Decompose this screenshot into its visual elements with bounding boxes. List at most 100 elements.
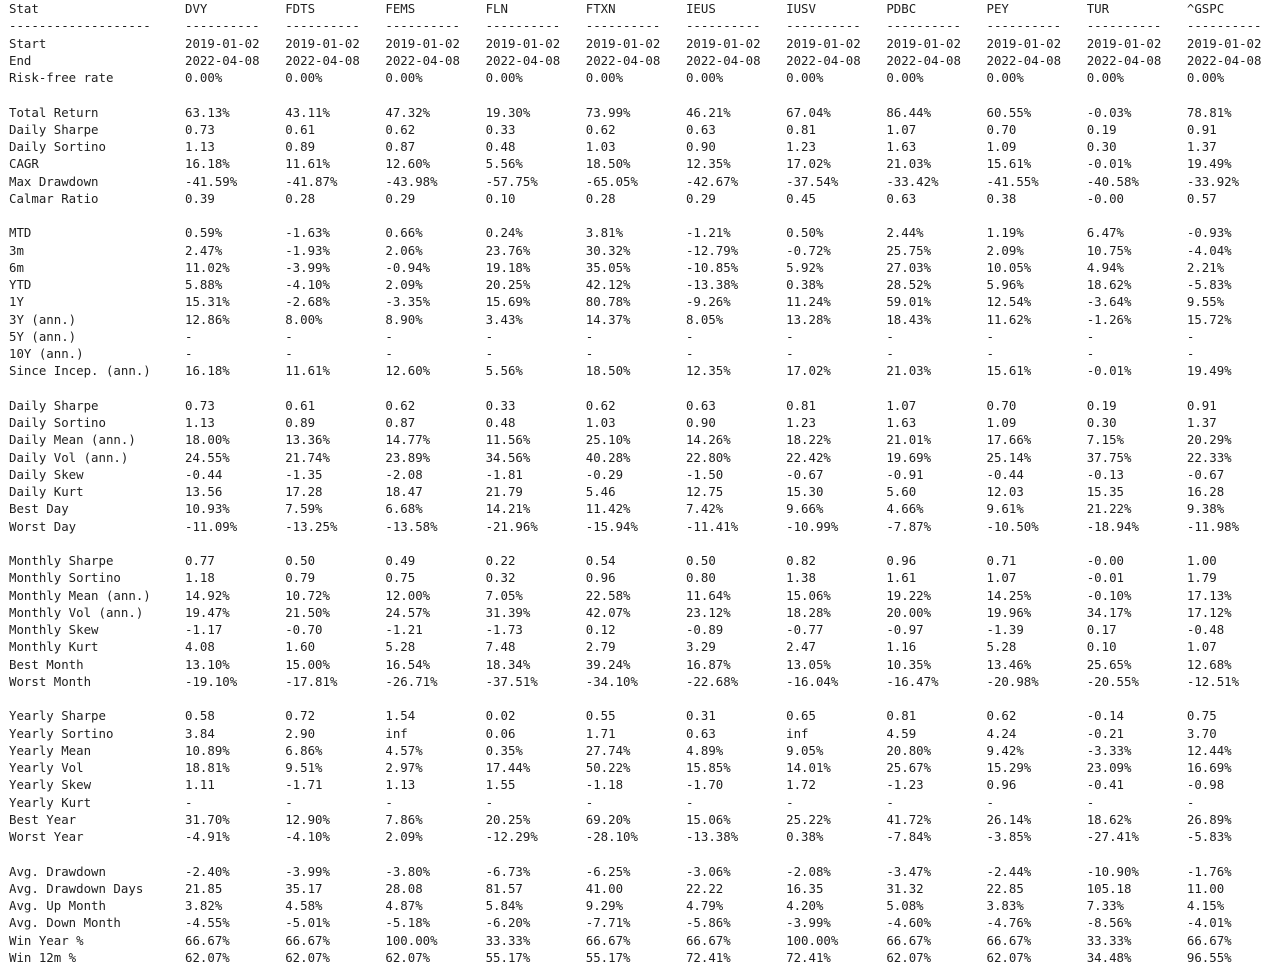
stat-cell-value: - <box>285 328 293 344</box>
stat-cell-value: 17.44% <box>485 760 531 775</box>
stat-cell-value: 16.18% <box>185 156 230 172</box>
stat-cell-value: -12.51% <box>1186 673 1240 689</box>
stat-cell-value: -42.67% <box>685 173 739 189</box>
stat-cell-value: 0.48 <box>485 415 516 430</box>
stat-cell-label: Monthly Vol (ann.) <box>9 604 144 620</box>
stat-cell-value: 0.91 <box>1186 397 1217 413</box>
stat-cell-value: -2.68% <box>285 294 330 310</box>
stat-cell-value: 9.42% <box>986 742 1024 758</box>
stat-cell-value: 17.12% <box>1186 604 1232 620</box>
table-row: Worst Day -11.09% -13.25% -13.58% -21.96% -15… <box>9 518 1280 535</box>
stat-cell-value: 5.92% <box>786 259 824 275</box>
stat-cell-value: 66.67% <box>185 932 230 948</box>
stat-cell-value: 1.00 <box>1186 553 1217 568</box>
stat-cell-value: -57.75% <box>485 173 538 189</box>
stat-cell-value: 11.56% <box>485 432 531 448</box>
stat-cell-value: 0.75 <box>385 570 416 586</box>
spacer-row <box>9 207 1280 224</box>
stat-cell-value: 81.57 <box>485 880 523 896</box>
stat-cell-value: - <box>786 328 794 344</box>
stat-cell-value: 66.67% <box>585 932 631 948</box>
header-cell-value: PEY <box>986 1 1009 16</box>
stat-cell-label: Total Return <box>9 104 99 120</box>
table-row: Yearly Vol 18.81% 9.51% 2.97% 17.44% 50.22% 15… <box>9 759 1280 776</box>
stat-cell-value: -1.18 <box>585 777 624 793</box>
stat-cell-value: 9.61% <box>986 501 1024 517</box>
stat-cell-value: 0.54 <box>585 553 616 568</box>
stat-cell-value: 12.35% <box>685 156 731 172</box>
stat-cell-value: -16.47% <box>886 673 939 689</box>
stat-cell-value: -1.70 <box>685 777 724 793</box>
stat-cell-value: 4.57% <box>385 742 423 758</box>
stat-cell-value: 14.37% <box>585 311 631 327</box>
stat-cell-value: -13.25% <box>285 518 338 534</box>
stat-cell-value: -0.72% <box>786 242 831 258</box>
stat-cell-label: Monthly Skew <box>9 622 99 637</box>
stat-cell-value: -1.39 <box>986 622 1024 637</box>
table-row: Calmar Ratio 0.39 0.28 0.29 0.10 0.28 0.29 0.45… <box>9 190 1280 207</box>
table-row: 10Y (ann.) - - - - - - - - - - - <box>9 345 1280 362</box>
stat-cell-value: 105.18 <box>1086 880 1132 896</box>
stat-cell-value: -11.09% <box>185 518 238 534</box>
stat-cell-value: -4.91% <box>185 829 230 844</box>
stat-cell-value: 66.67% <box>1186 932 1232 948</box>
table-row: Worst Year -4.91% -4.10% 2.09% -12.29% -28.10… <box>9 828 1280 845</box>
stat-cell-value: 2022-04-08 <box>786 52 861 68</box>
stat-cell-value: 21.74% <box>285 449 330 465</box>
stat-cell-value: 47.32% <box>385 104 431 120</box>
table-row: Best Day 10.93% 7.59% 6.68% 14.21% 11.42% 7.42… <box>9 500 1280 517</box>
stat-cell-value: - <box>385 794 393 810</box>
stat-cell-value: 22.22 <box>685 880 724 896</box>
stat-cell-value: 26.89% <box>1186 811 1232 827</box>
stat-cell-value: -0.41 <box>1086 777 1124 793</box>
stat-cell-label: Yearly Vol <box>9 760 84 775</box>
stat-cell-value: 15.85% <box>685 760 731 775</box>
stat-cell-value: 34.17% <box>1086 604 1132 620</box>
stat-cell-value: 5.84% <box>485 898 523 913</box>
stat-cell-value: 72.41% <box>685 949 731 965</box>
table-row: Worst Month -19.10% -17.81% -26.71% -37.51% -… <box>9 673 1280 690</box>
stat-cell-value: inf <box>786 725 809 741</box>
stat-cell-value: -1.21% <box>685 225 731 241</box>
stat-cell-value: 15.06% <box>685 811 731 827</box>
stat-cell-value: 28.08 <box>385 880 423 896</box>
stat-cell-value: - <box>185 794 193 810</box>
stat-cell-value: 23.76% <box>485 242 531 258</box>
stat-cell-value: 1.07 <box>1186 639 1217 655</box>
stat-cell-value: 39.24% <box>585 656 631 672</box>
stat-cell-value: - <box>1086 794 1095 810</box>
stat-cell-value: 18.81% <box>185 760 230 775</box>
stat-cell-value: - <box>485 794 494 810</box>
stat-cell-value: 62.07% <box>886 949 932 965</box>
stat-cell-value: 16.28 <box>1186 484 1225 499</box>
stat-cell-value: 2.09% <box>385 277 423 292</box>
stat-cell-value: -4.10% <box>285 829 330 844</box>
table-row: Win Year % 66.67% 66.67% 100.00% 33.33% 66.67… <box>9 932 1280 949</box>
stat-cell-value: -0.77 <box>786 622 824 637</box>
table-row: End 2022-04-08 2022-04-08 2022-04-08 2022-04… <box>9 52 1280 69</box>
stat-cell-value: -3.35% <box>385 294 431 310</box>
stat-cell-value: -0.21 <box>1086 725 1124 741</box>
stat-cell-value: 4.87% <box>385 898 423 913</box>
stat-cell-value: 0.81 <box>786 121 816 137</box>
table-row: 1Y 15.31% -2.68% -3.35% 15.69% 80.78% -9.26% 11… <box>9 293 1280 310</box>
stat-cell-value: 86.44% <box>886 104 932 120</box>
stat-cell-value: 16.18% <box>185 363 230 379</box>
stat-cell-value: -10.85% <box>685 259 739 275</box>
stat-cell-value: 11.00 <box>1186 880 1225 896</box>
stat-cell-value: 0.66% <box>385 225 423 241</box>
stat-cell-value: 4.94% <box>1086 259 1124 275</box>
stat-cell-value: 7.86% <box>385 811 423 827</box>
stat-cell-value: 1.16 <box>886 639 917 655</box>
stat-cell-value: -1.76% <box>1186 863 1232 879</box>
stat-cell-value: - <box>285 794 293 810</box>
stat-cell-label: Avg. Drawdown Days <box>9 880 144 896</box>
stat-cell-value: 18.34% <box>485 656 531 672</box>
stat-cell-value: 0.19 <box>1086 121 1117 137</box>
stat-cell-value: 3.70 <box>1186 725 1217 741</box>
stat-cell-value: - <box>1086 346 1095 361</box>
stat-cell-value: -1.81 <box>485 466 523 482</box>
table-row: Monthly Mean (ann.) 14.92% 10.72% 12.00% 7.0… <box>9 587 1280 604</box>
stat-cell-value: 22.42% <box>786 449 831 465</box>
stat-cell-value: 18.22% <box>786 432 831 448</box>
